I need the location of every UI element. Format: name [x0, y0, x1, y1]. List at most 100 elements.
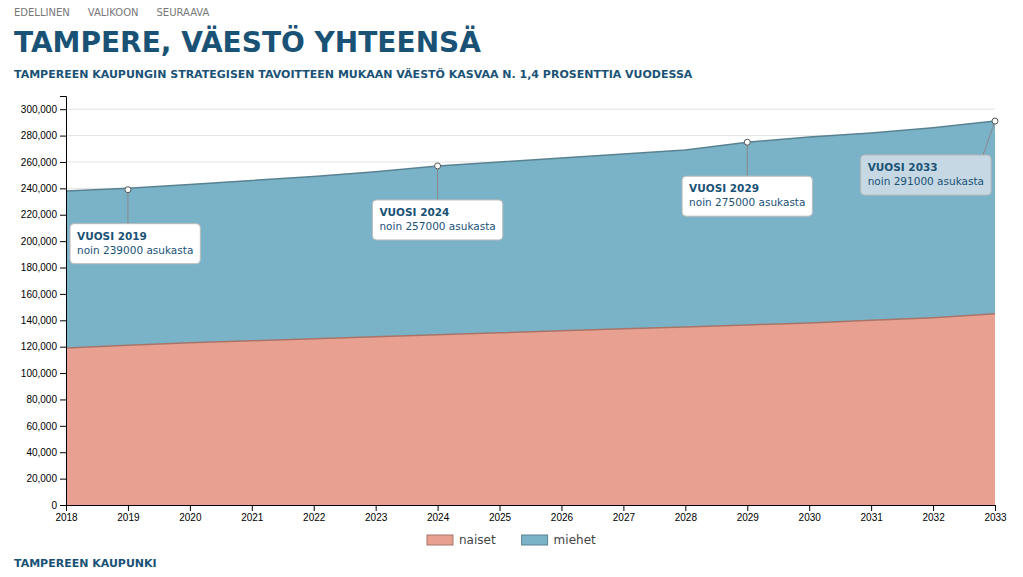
tick: 2020: [179, 505, 202, 523]
legend-label: naiset: [459, 533, 496, 547]
tick-label: 80,000: [26, 394, 57, 405]
tick-label: 2024: [427, 512, 450, 523]
tick-label: 2021: [241, 512, 264, 523]
tick-label: 2025: [489, 512, 512, 523]
marks: [66, 121, 995, 505]
tick-mark: [60, 241, 66, 242]
tick-mark: [995, 505, 996, 511]
tick: 2025: [489, 505, 512, 523]
tick-label: 2023: [365, 512, 388, 523]
legend-item: miehet: [522, 533, 596, 547]
tick-label: 40,000: [26, 447, 57, 458]
nav-label: EDELLINEN: [14, 7, 70, 18]
area: [66, 121, 995, 348]
tick-mark: [60, 268, 66, 269]
tick-label: 2022: [303, 512, 326, 523]
tick-label: 2030: [799, 512, 822, 523]
tick: 20,000: [26, 473, 66, 484]
annotation-box: [70, 224, 200, 264]
tick-mark: [60, 215, 66, 216]
annotation: VUOSI 2029noin 275000 asukasta: [682, 139, 812, 216]
tick-mark: [685, 505, 686, 511]
annotation-connector: [747, 142, 748, 176]
tick: 220,000: [21, 209, 66, 220]
tick: 2023: [365, 505, 388, 523]
tick-label: 220,000: [21, 209, 58, 220]
plot: 0 20,000 40,000 60,000 80,000 100,000 120,000 1…: [21, 97, 1007, 524]
tick: 2026: [551, 505, 574, 523]
annotation-line: VUOSI 2019: [77, 230, 147, 242]
annotation: VUOSI 2033noin 291000 asukasta: [861, 118, 998, 195]
annotation-point: [435, 163, 441, 169]
annotation-connector: [437, 166, 438, 200]
y-axis: 0 20,000 40,000 60,000 80,000 100,000 120,000 1…: [21, 97, 67, 511]
tick-mark: [747, 505, 748, 511]
tick-label: 200,000: [21, 236, 58, 247]
annotation-point: [992, 118, 998, 124]
tick-mark: [60, 347, 66, 348]
line: [66, 314, 995, 348]
annotation-text: VUOSI 2033noin 291000 asukasta: [868, 161, 984, 187]
annotation: VUOSI 2019 noin 239000 asukasta: [70, 187, 200, 264]
tick: 60,000: [26, 421, 66, 432]
tick: 2033: [984, 505, 1007, 523]
tick-mark: [60, 109, 66, 110]
tick-label: 2028: [675, 512, 698, 523]
annotation-line: noin 257000 asukasta: [379, 220, 495, 232]
tick-mark: [623, 505, 624, 511]
tick: 2028: [675, 505, 698, 523]
tick-label: 160,000: [21, 289, 58, 300]
tick: 100,000: [21, 368, 66, 379]
tick: 2030: [799, 505, 822, 523]
nav-label: SEURAAVA: [157, 7, 210, 18]
tick: 180,000: [21, 262, 66, 273]
tick-mark: [60, 399, 66, 400]
tick-label: 2020: [179, 512, 202, 523]
footer: TAMPEREEN KAUPUNKI: [14, 557, 157, 570]
tick: 2032: [922, 505, 945, 523]
tick: 2024: [427, 505, 450, 523]
annotation-line: noin 239000 asukasta: [77, 244, 193, 256]
tick: 160,000: [21, 289, 66, 300]
tick-label: 100,000: [21, 368, 58, 379]
annotation-connector: [983, 121, 995, 155]
tick: 80,000: [26, 394, 66, 405]
tick: 2027: [613, 505, 636, 523]
tick-mark: [60, 162, 66, 163]
tick-label: 2031: [861, 512, 884, 523]
tick-mark: [60, 373, 66, 374]
tick-mark: [190, 505, 191, 511]
tick-mark: [809, 505, 810, 511]
tick: 120,000: [21, 341, 66, 352]
tick-label: 2032: [922, 512, 945, 523]
annotation-line: noin 275000 asukasta: [689, 196, 805, 208]
tick-label: 60,000: [26, 421, 57, 432]
tick-mark: [871, 505, 872, 511]
annotation-line: VUOSI 2033: [868, 161, 938, 173]
tick: 2021: [241, 505, 264, 523]
grid: [66, 109, 995, 505]
annotation: VUOSI 2024noin 257000 asukasta: [372, 163, 502, 240]
title: TAMPERE, VÄESTÖ YHTEENSÄ: [14, 25, 481, 59]
annotation-text: VUOSI 2024noin 257000 asukasta: [379, 206, 495, 232]
annotation-connector: [127, 190, 128, 224]
annotation-text: VUOSI 2019 noin 239000 asukasta: [77, 230, 193, 256]
tick-mark: [60, 188, 66, 189]
tick-label: 2026: [551, 512, 574, 523]
tick-label: 120,000: [21, 341, 58, 352]
grid-line: [66, 109, 995, 110]
tick: 280,000: [21, 130, 66, 141]
tick: 200,000: [21, 236, 66, 247]
tick-mark: [314, 505, 315, 511]
tick-label: 260,000: [21, 157, 58, 168]
axis-line: [60, 97, 67, 506]
x-axis: 2018201920202021202220232024202520262027…: [55, 505, 1007, 523]
tick-mark: [60, 426, 66, 427]
tick: 2031: [861, 505, 884, 523]
tick-label: 180,000: [21, 262, 58, 273]
tick: 0: [51, 500, 66, 511]
tick: 40,000: [26, 447, 66, 458]
annotations: VUOSI 2019 noin 239000 asukasta VUOSI 2024…: [70, 118, 998, 264]
tick-label: 2019: [117, 512, 140, 523]
tick-mark: [438, 505, 439, 511]
